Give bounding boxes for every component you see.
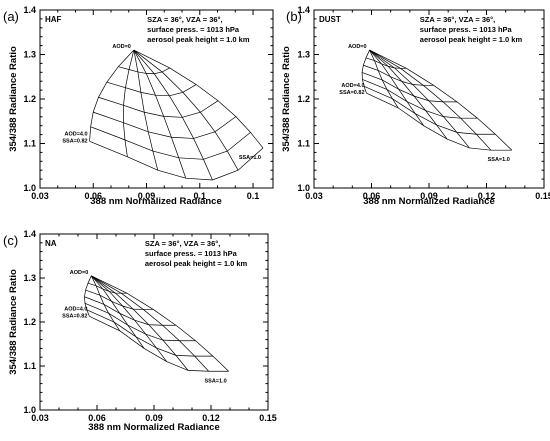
aod-curve [85,289,154,310]
conditions-annotation: surface press. = 1013 hPa [147,25,240,34]
ssa-curve [133,49,187,179]
aod-curve [363,86,496,135]
x-tick-label: 0.09 [145,413,163,423]
y-axis-title: 354/388 Radiance Ratio [8,46,19,152]
conditions-annotation: surface press. = 1013 hPa [420,25,513,34]
panel-letter: (a) [3,9,19,24]
x-axis-title: 388 nm Normalized Radiance [90,196,221,207]
aerosol-type-label: NA [45,239,57,248]
ssa-curve [91,275,209,372]
aod-zero-label: AOD=0 [348,44,367,50]
y-tick-label: 1.1 [297,139,310,149]
aod-max-label: AOD=4.0 [65,131,88,137]
y-tick-label: 1.3 [23,273,36,283]
chart-panel-3: 1.0 1.1 1.2 1.3 1.4 0.03 0.06 0.09 0.12 0.15 388 n… [3,229,277,433]
aod-curve [362,79,478,119]
y-tick-label: 1.2 [297,94,310,104]
x-axis-title: 388 nm Normalized Radiance [363,196,494,207]
conditions-annotation: SZA = 36°, VZA = 36°, [420,15,495,24]
y-tick-label: 1.4 [23,5,36,15]
conditions-annotation: aerosol peak height = 1.0 km [147,35,250,44]
aod-max-label: AOD=4.0 [341,83,364,89]
conditions-annotation: SZA = 36°, VZA = 36°, [145,239,220,248]
conditions-annotation: aerosol peak height = 1.0 km [420,35,523,44]
y-tick-label: 1.0 [23,183,36,193]
chart-panel-2: 1.0 1.1 1.2 1.3 1.4 0.03 0.06 0.09 0.12 0.15 388 n… [281,5,550,207]
y-tick-label: 1.3 [297,50,310,60]
x-tick-label: 0.03 [305,191,323,201]
y-axis-title: 354/388 Radiance Ratio [8,269,19,375]
y-tick-label: 1.1 [23,139,36,149]
ssa-min-label: SSA=0.82 [62,313,87,319]
ssa-min-label: SSA=0.82 [62,138,87,144]
ssa-min-label: SSA=0.82 [339,90,364,96]
x-tick-label: 0.12 [202,413,220,423]
x-axis-title: 388 nm Normalized Radiance [88,422,219,433]
x-tick-label: 0.09 [420,191,438,201]
y-tick-label: 1.0 [23,405,36,415]
aod-curve [366,92,512,151]
aod-curve [84,303,196,342]
conditions-annotation: SZA = 36°, VZA = 36°, [147,15,222,24]
x-tick-label: 0.06 [88,413,106,423]
aerosol-type-label: HAF [45,15,62,24]
x-tick-label: 0.06 [363,191,381,201]
aerosol-type-label: DUST [319,15,341,24]
x-tick-label: 0.06 [84,191,102,201]
x-tick-label: 0.03 [31,191,49,201]
x-tick-label: 0.1 [247,191,260,201]
y-tick-label: 1.2 [23,317,36,327]
aod-curve [87,282,127,294]
ssa-curve [123,49,135,157]
aod-curve [118,66,170,75]
aod-zero-label: AOD=0 [112,44,131,50]
y-tick-label: 1.4 [297,5,310,15]
y-tick-label: 1.1 [23,361,36,371]
y-tick-label: 1.4 [23,229,36,239]
aod-curve [363,64,434,86]
x-tick-label: 0.03 [31,413,49,423]
x-tick-label: 0.12 [478,191,496,201]
aod-curve [89,315,229,372]
ssa-curve [89,49,135,142]
x-tick-label: 0.1 [194,191,207,201]
x-tick-label: 0.09 [138,191,156,201]
y-tick-label: 1.3 [23,50,36,60]
aod-curve [90,126,251,160]
ssa-curve [133,49,213,181]
panel-letter: (b) [286,9,302,24]
x-tick-label: 0.15 [535,191,550,201]
ssa-curve [369,49,492,151]
ssa-max-label: SSA=1.0 [488,157,510,163]
aod-curve [89,140,264,181]
aod-curve [86,309,213,357]
aod-zero-label: AOD=0 [70,270,89,276]
y-tick-label: 1.2 [23,94,36,104]
conditions-annotation: aerosol peak height = 1.0 km [145,259,248,268]
ssa-max-label: SSA=1.0 [239,155,261,161]
x-tick-label: 0.15 [259,413,277,423]
y-axis-title: 354/388 Radiance Ratio [281,46,292,152]
aod-curve [84,296,176,326]
aod-curve [98,96,219,118]
aod-max-label: AOD=4.0 [64,306,87,312]
ssa-max-label: SSA=1.0 [204,378,226,384]
aod-curve [365,57,407,69]
aod-curve [361,72,458,103]
panel-letter: (c) [3,233,18,248]
y-tick-label: 1.0 [297,183,310,193]
conditions-annotation: surface press. = 1013 hPa [145,249,238,258]
aod-curve [106,81,197,97]
aod-curve [93,111,237,139]
